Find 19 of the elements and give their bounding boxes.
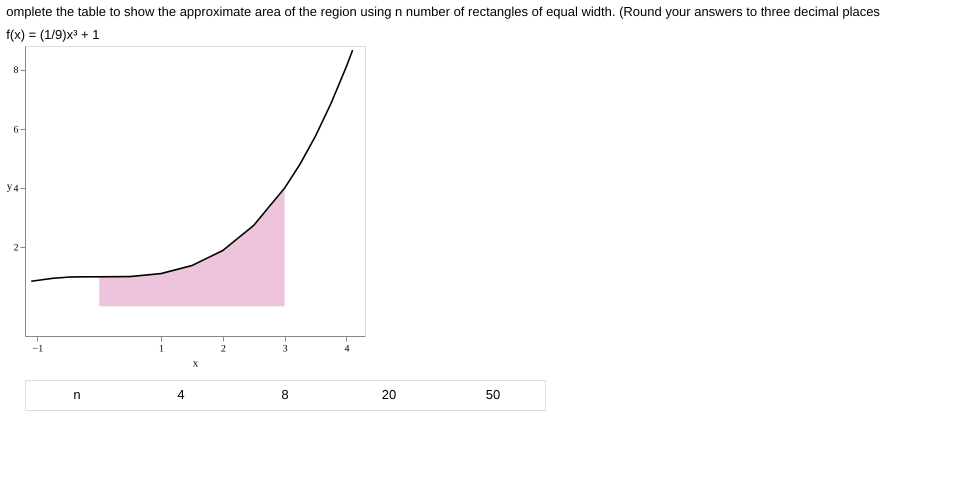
- text: 20: [382, 387, 396, 402]
- x-axis-title: x: [192, 358, 199, 370]
- x-tick-label: 2: [220, 344, 226, 354]
- text: omplete the table to show the approximate area of the region using n number of rectangles of equal width. (Round your answers to three decimal places: [6, 4, 880, 19]
- y-tick-label: 2: [14, 242, 18, 254]
- x-tick-label: 3: [282, 344, 288, 354]
- text: n: [73, 387, 81, 402]
- x-tick-label: 4: [344, 344, 350, 354]
- y-axis-title: y: [6, 180, 13, 192]
- chart-subtitle: f(x) = (1/9)x³ + 1: [6, 27, 100, 42]
- y-tick-label: 8: [14, 65, 18, 76]
- text: 8: [281, 387, 289, 402]
- y-tick-label: 6: [14, 124, 18, 136]
- x-tick-label: 1: [159, 344, 164, 354]
- x-tick-label: −1: [32, 344, 44, 354]
- y-tick-label: 4: [14, 184, 18, 195]
- line-series: [30, 49, 354, 282]
- text: 4: [177, 387, 185, 402]
- text: 50: [486, 387, 500, 402]
